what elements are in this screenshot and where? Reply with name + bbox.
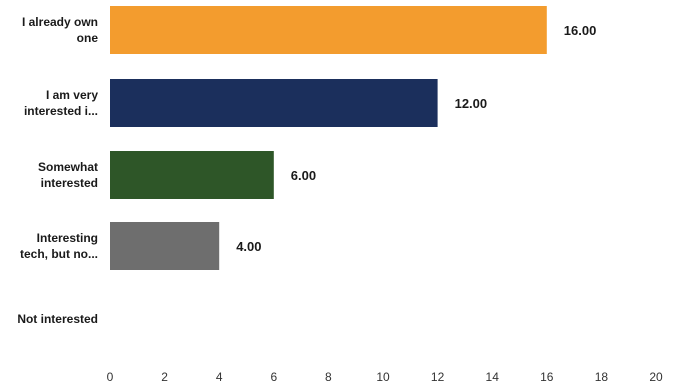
x-tick-label-5: 10 (376, 370, 390, 384)
x-tick-label-9: 18 (595, 370, 609, 384)
x-tick-label-10: 20 (649, 370, 663, 384)
category-label-2: Somewhat interested (38, 160, 98, 190)
x-tick-label-1: 2 (161, 370, 168, 384)
bar-0 (110, 6, 547, 54)
value-label-3: 4.00 (236, 239, 261, 254)
x-tick-label-7: 14 (486, 370, 500, 384)
category-label-3: Interesting tech, but no... (20, 231, 98, 261)
x-tick-label-0: 0 (107, 370, 114, 384)
x-tick-label-4: 8 (325, 370, 332, 384)
x-tick-label-2: 4 (216, 370, 223, 384)
category-label-4: Not interested (17, 312, 98, 326)
category-label-0: I already own one (22, 15, 98, 45)
x-tick-label-8: 16 (540, 370, 554, 384)
x-tick-label-3: 6 (270, 370, 277, 384)
value-label-0: 16.00 (564, 23, 597, 38)
bar-2 (110, 151, 274, 199)
bar-1 (110, 79, 438, 127)
bar-3 (110, 222, 220, 270)
x-tick-label-6: 12 (431, 370, 445, 384)
value-label-1: 12.00 (455, 96, 488, 111)
category-label-1: I am very interested i... (24, 88, 98, 118)
value-label-2: 6.00 (291, 168, 316, 183)
